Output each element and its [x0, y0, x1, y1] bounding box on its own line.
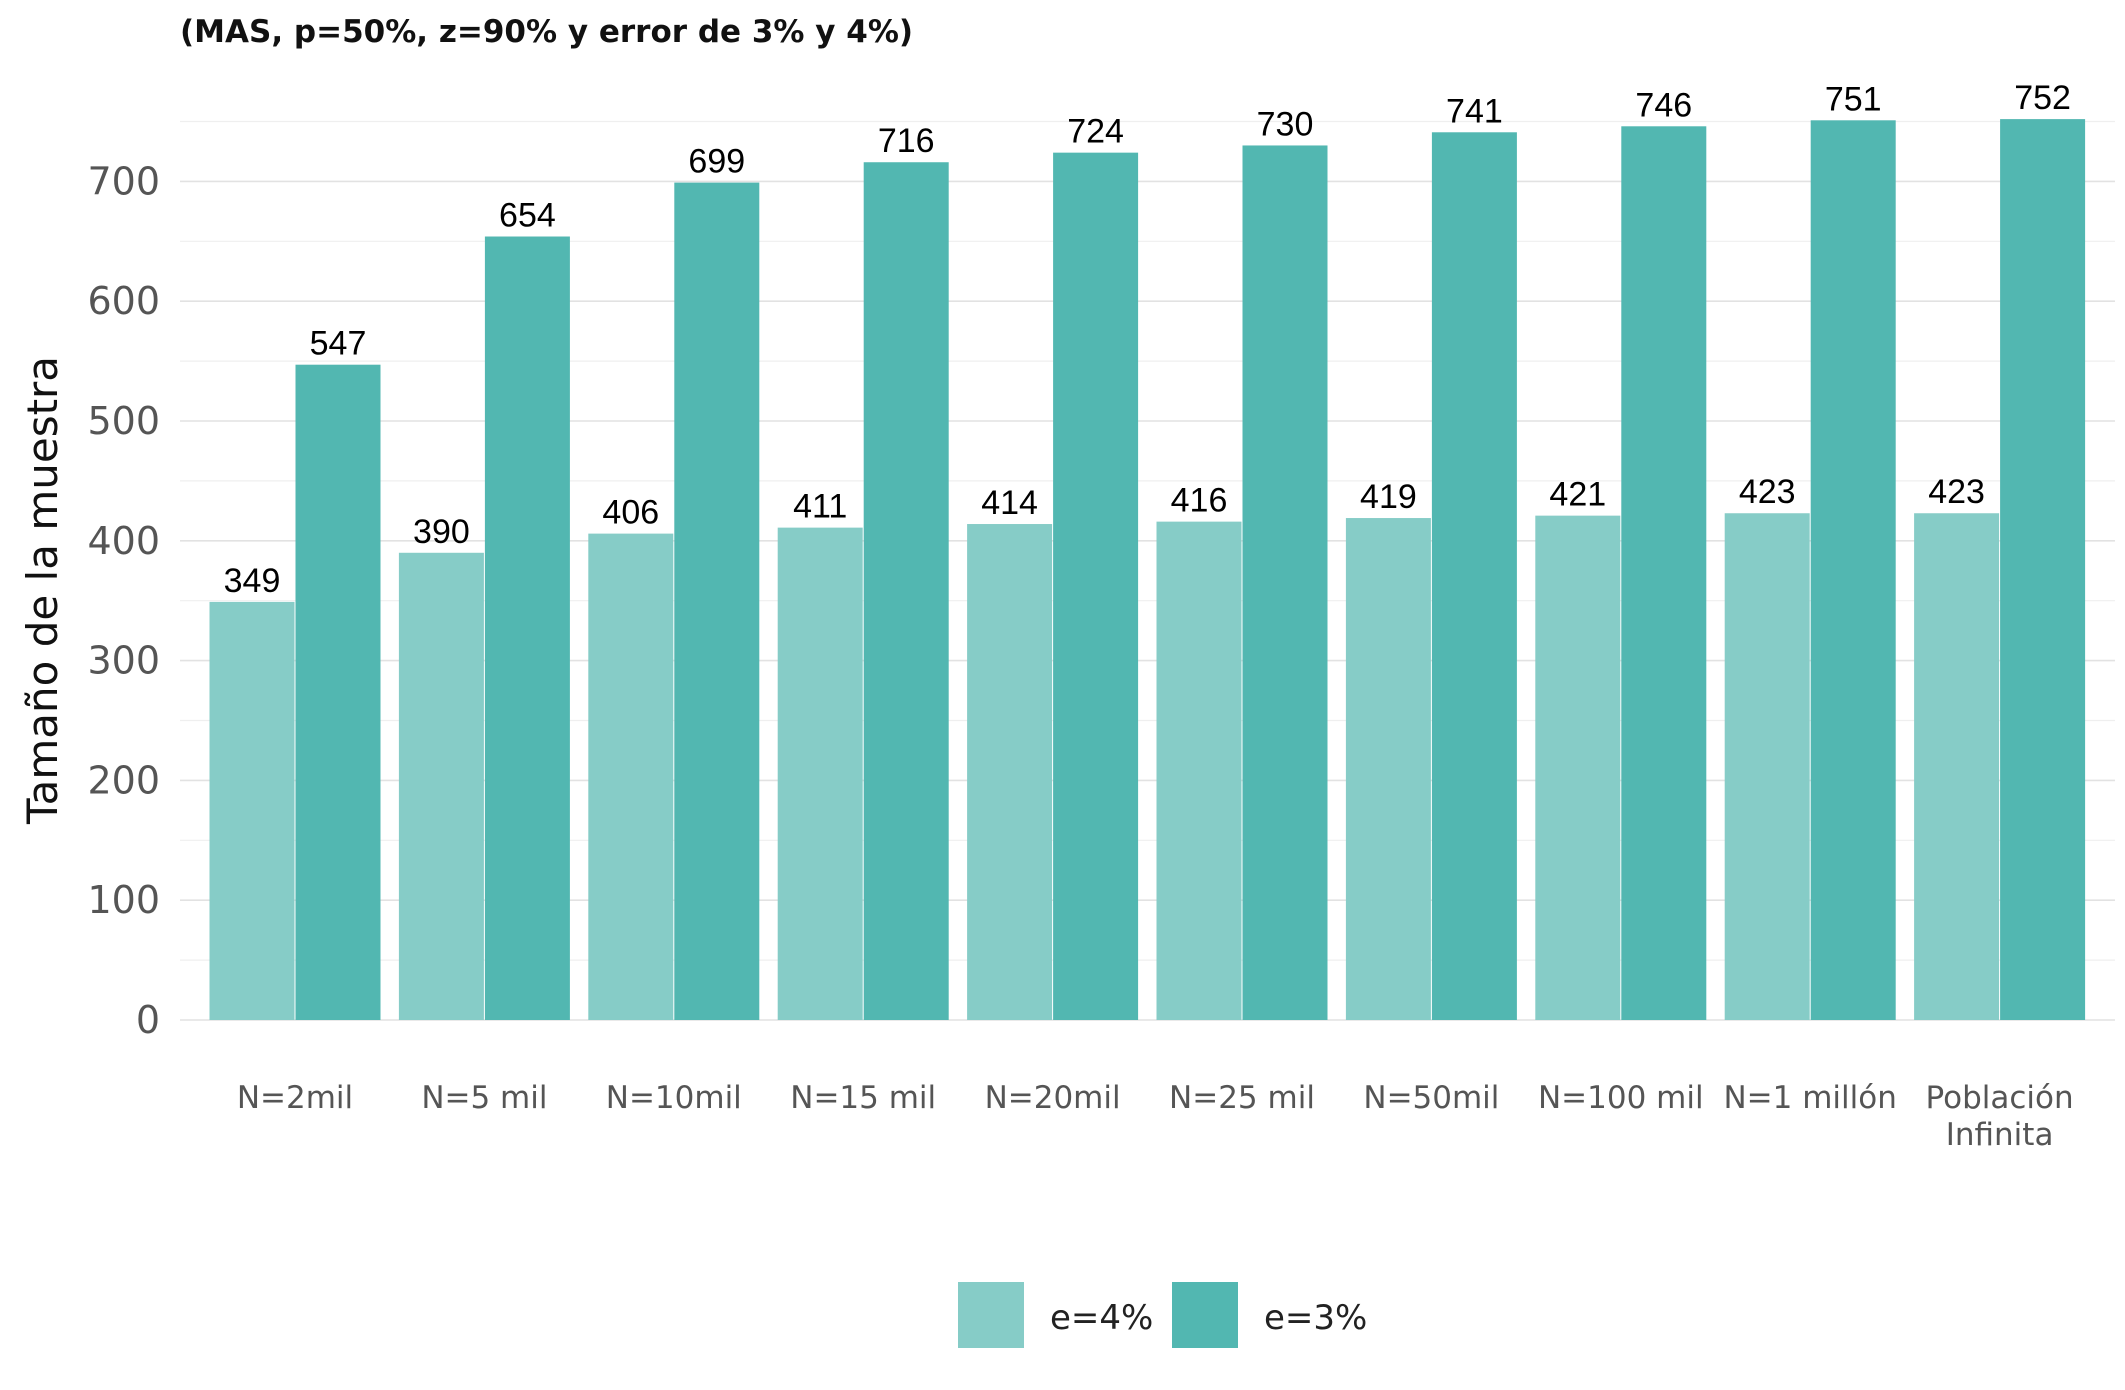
y-tick-label: 700 — [87, 159, 160, 203]
bar-e4 — [777, 527, 863, 1020]
legend-label: e=3% — [1264, 1298, 1367, 1338]
x-axis: N=2mil N=5 mil N=10mil N=15 mil N=20mil N=25 … — [237, 1080, 2074, 1153]
y-tick-label: 0 — [136, 998, 160, 1042]
y-tick-label: 400 — [87, 519, 160, 563]
bars — [209, 119, 2086, 1021]
bar-e4 — [1156, 521, 1242, 1020]
bar-e3 — [863, 162, 949, 1020]
x-tick-label: N=5 mil — [421, 1080, 547, 1116]
bar-e4 — [967, 524, 1053, 1020]
data-label: 423 — [1739, 473, 1796, 511]
legend-label: e=4% — [1050, 1298, 1153, 1338]
x-tick-label: N=1 millón — [1723, 1080, 1896, 1116]
data-label: 716 — [878, 122, 935, 160]
bar-e4 — [1345, 518, 1431, 1020]
data-label: 752 — [2014, 79, 2071, 117]
bar-e4 — [1914, 513, 2000, 1020]
data-labels: 349 547 390 654 406 699 411 716 414 724 416 730 419 7… — [224, 79, 2071, 600]
x-tick-label: N=100 mil — [1538, 1080, 1704, 1116]
x-tick-label: N=20mil — [985, 1080, 1121, 1116]
bar-e3 — [1431, 132, 1517, 1021]
data-label: 390 — [413, 513, 470, 551]
data-label: 547 — [310, 325, 367, 363]
bar-e3 — [2000, 119, 2086, 1020]
bar-e3 — [1810, 120, 1896, 1020]
x-tick-label: Infinita — [1946, 1117, 2054, 1153]
bar-e3 — [1242, 145, 1328, 1020]
data-label: 423 — [1928, 473, 1985, 511]
y-axis: 0 100 200 300 400 500 600 700 — [87, 159, 160, 1042]
bar-e3 — [1053, 152, 1139, 1020]
data-label: 699 — [688, 143, 745, 181]
legend-swatch — [1172, 1282, 1238, 1348]
data-label: 414 — [981, 484, 1038, 522]
y-tick-label: 200 — [87, 758, 160, 802]
x-tick-label: N=2mil — [237, 1080, 353, 1116]
legend: e=4% e=3% — [958, 1282, 1367, 1348]
data-label: 654 — [499, 197, 556, 235]
data-label: 419 — [1360, 478, 1417, 516]
data-label: 741 — [1446, 92, 1503, 130]
y-axis-label: Tamaño de la muestra — [18, 356, 67, 825]
bar-e4 — [1535, 515, 1621, 1020]
y-tick-label: 100 — [87, 878, 160, 922]
y-tick-label: 600 — [87, 279, 160, 323]
legend-swatch — [958, 1282, 1024, 1348]
bar-e3 — [484, 236, 570, 1020]
x-tick-label: Población — [1926, 1080, 2074, 1116]
data-label: 416 — [1171, 482, 1228, 520]
data-label: 411 — [793, 488, 847, 526]
data-label: 751 — [1825, 80, 1882, 118]
x-tick-label: N=50mil — [1363, 1080, 1499, 1116]
x-tick-label: N=15 mil — [790, 1080, 936, 1116]
data-label: 406 — [602, 494, 659, 532]
bar-e3 — [295, 364, 381, 1021]
data-label: 349 — [224, 562, 281, 600]
bar-e4 — [209, 601, 295, 1020]
data-label: 421 — [1549, 476, 1606, 514]
bar-e3 — [674, 182, 760, 1020]
data-label: 730 — [1257, 105, 1314, 143]
bar-e4 — [1724, 513, 1810, 1020]
bar-e3 — [1621, 126, 1707, 1021]
y-tick-label: 500 — [87, 399, 160, 443]
data-label: 724 — [1067, 113, 1124, 151]
bar-e4 — [588, 533, 674, 1020]
data-label: 746 — [1635, 86, 1692, 124]
chart-subtitle: (MAS, p=50%, z=90% y error de 3% y 4%) — [180, 14, 913, 50]
y-tick-label: 300 — [87, 639, 160, 683]
bar-e4 — [398, 552, 484, 1020]
x-tick-label: N=10mil — [606, 1080, 742, 1116]
x-tick-label: N=25 mil — [1169, 1080, 1315, 1116]
